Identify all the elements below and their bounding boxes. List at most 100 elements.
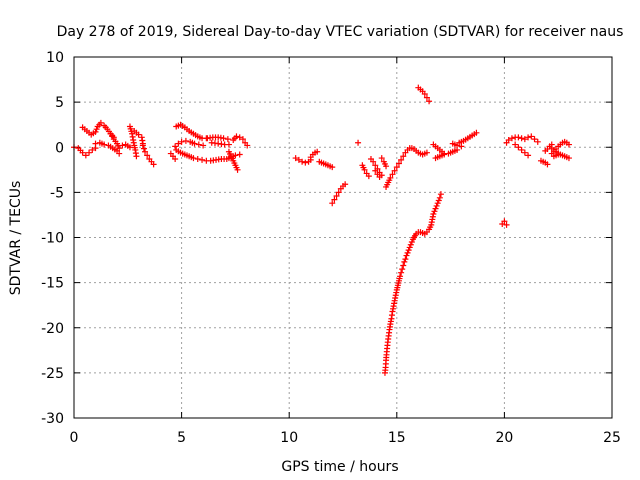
data-point [172,155,179,162]
data-point [244,142,251,149]
data-point [434,200,441,207]
x-axis-label: GPS time / hours [281,459,398,475]
data-point [407,241,414,248]
data-point [432,205,439,212]
data-point [140,145,147,152]
data-point [342,181,349,188]
x-tick-label: 15 [388,430,406,446]
data-point [116,145,123,152]
data-point [421,91,428,98]
data-point [335,189,342,196]
data-point [232,152,239,159]
data-point [135,131,142,138]
data-point [405,247,412,254]
data-point [190,155,197,162]
y-tick-label: -10 [41,231,64,247]
data-point [82,152,89,159]
chart-title: Day 278 of 2019, Sidereal Day-to-day VTE… [57,24,624,40]
y-tick-label: 0 [55,140,64,156]
y-tick-label: -30 [41,411,64,427]
data-point [435,197,442,204]
data-points [71,84,572,376]
data-point [175,140,182,147]
data-point [426,98,433,105]
data-point [391,167,398,174]
data-point [234,166,241,173]
data-point [501,218,508,225]
data-point [236,134,243,141]
data-point [92,140,99,147]
data-point [399,266,406,273]
data-point [431,208,438,215]
data-point [372,167,379,174]
data-point [225,141,232,148]
data-point [398,269,405,276]
data-point [365,173,372,180]
x-tick-label: 10 [280,430,298,446]
data-point [403,252,410,259]
data-point [139,142,146,149]
tick-labels: 0 5 10 15 20 25 -30 -25 -20 -15 -10 -5 0 5 10 [41,50,621,446]
data-point [518,135,525,142]
data-point [86,149,93,156]
data-point [531,136,538,143]
data-point [199,156,206,163]
x-tick-label: 25 [603,430,621,446]
data-point [372,162,379,169]
data-point [408,239,415,246]
data-point [200,142,207,149]
data-point [236,151,243,158]
data-point [292,155,299,162]
x-tick-label: 0 [70,430,79,446]
data-point [400,262,407,269]
data-point [433,202,440,209]
data-point [142,148,149,155]
data-point [404,249,411,256]
data-point [299,158,306,165]
data-point [544,161,551,168]
data-point [555,151,562,158]
data-point [534,138,541,145]
data-point [423,149,430,156]
x-tick-label: 20 [495,430,513,446]
y-tick-label: -20 [41,321,64,337]
data-point [528,133,535,140]
data-point [430,211,437,218]
data-point [397,273,404,280]
data-point [314,148,321,155]
data-point [133,153,140,160]
data-point [525,152,532,159]
data-point [195,141,202,148]
data-point [389,171,396,178]
data-point [361,166,368,173]
data-point [376,174,383,181]
data-point [144,152,151,159]
x-tick-label: 5 [177,430,186,446]
data-point [503,221,510,228]
data-point [239,136,246,143]
y-tick-label: 5 [55,95,64,111]
y-axis-label: SDTVAR / TECUs [8,181,24,296]
data-point [387,174,394,181]
data-point [395,160,402,167]
data-point [521,136,528,143]
data-point [401,258,408,265]
data-point [436,194,443,201]
data-point [224,136,231,143]
data-point [220,135,227,142]
data-point [150,161,157,168]
data-point [423,94,430,101]
data-point [383,163,390,170]
data-point [378,155,385,162]
data-point [93,126,100,133]
data-point [525,134,532,141]
data-point [473,129,480,136]
grid-lines [74,57,612,418]
data-point [515,144,522,151]
data-point [406,244,413,251]
data-point [172,143,179,150]
data-point [521,149,528,156]
data-point [393,164,400,171]
data-point [295,156,302,163]
data-point [101,141,108,148]
